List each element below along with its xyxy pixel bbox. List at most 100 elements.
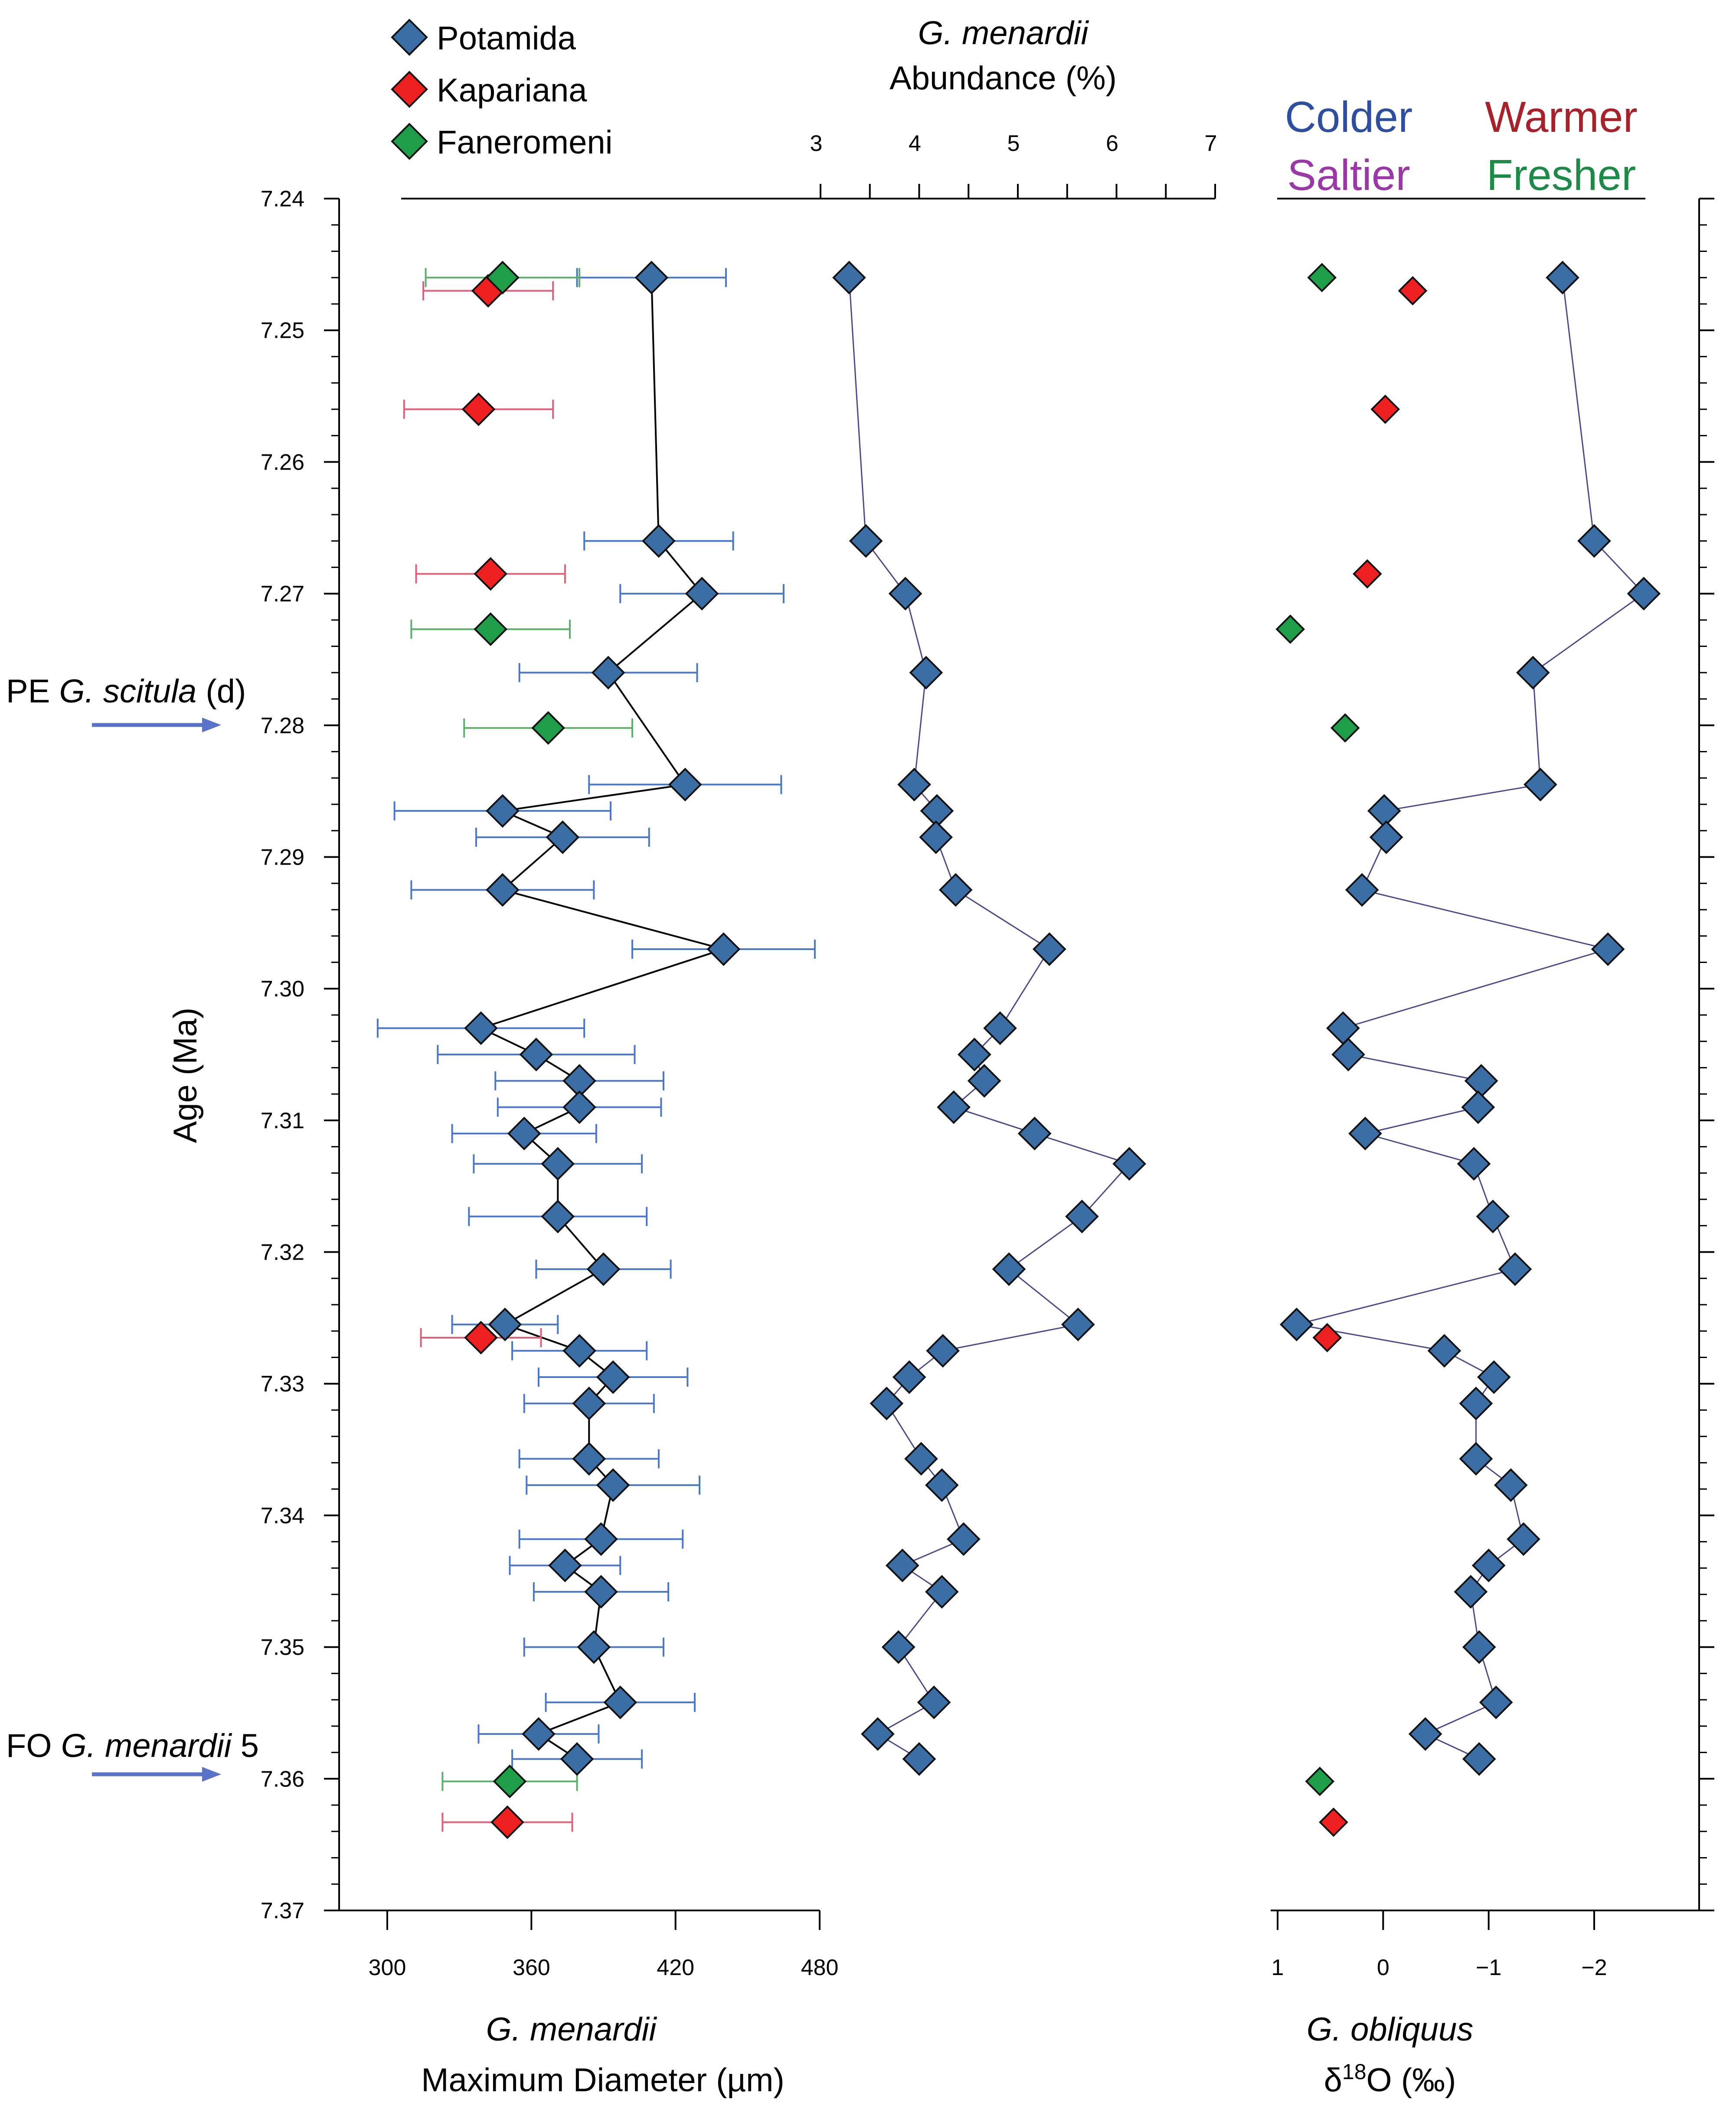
abundance-point [983,1011,1017,1045]
abundance-point [1112,1147,1146,1181]
d18o-title-measure: δ18O (‰) [1324,2060,1456,2099]
diameter-point-potamida [596,1360,630,1394]
abundance-point [881,1630,915,1664]
abundance-point [1061,1307,1095,1342]
abundance-point [861,1717,895,1751]
d18o-title-delta: δ [1324,2062,1342,2099]
diameter-point-potamida [572,1442,606,1476]
diameter-point-potamida [603,1685,638,1719]
d18o-point-faneromeni [1275,614,1305,644]
diameter-point-potamida [541,1147,575,1181]
abundance-axis: 3 4 5 6 7 [810,131,1217,199]
abundance-title-measure: Abundance (%) [889,60,1117,97]
diameter-point-potamida [548,1548,582,1583]
abundance-point [870,1386,904,1420]
d18o-point-faneromeni [1330,713,1360,743]
d18o-point-potamida [1326,1011,1360,1045]
diameter-point-potamida [668,767,702,802]
abundance-point [992,1252,1026,1286]
d18o-point-faneromeni [1307,263,1337,293]
legend-marker-faneromeni [391,123,428,160]
diameter-tick-label: 420 [657,1955,694,1980]
abundance-tick-label: 7 [1205,131,1217,156]
d18o-point-potamida [1461,1090,1495,1124]
abundance-point [958,1038,991,1071]
legend-marker-potamida [391,19,428,56]
y-tick-label: 7.24 [261,186,304,212]
abundance-point [925,1468,959,1502]
diameter-point-potamida [572,1386,606,1420]
d18o-title-species: G. obliquus [1307,2011,1473,2048]
abundance-point [947,1522,981,1556]
y-tick-label: 7.31 [261,1108,304,1133]
d18o-point-potamida [1427,1334,1461,1368]
annotation-fo-arrow [92,1767,221,1782]
abundance-point [926,1334,960,1368]
abundance-tick-label: 5 [1007,131,1020,156]
diameter-point-potamida [507,1117,541,1151]
diameter-point-potamida [486,873,520,907]
annotation-pe-arrow [92,718,221,732]
d18o-point-potamida [1476,1199,1510,1234]
diameter-point-potamida [464,1011,498,1045]
d18o-point-potamida [1577,524,1611,558]
diameter-point-potamida [541,1199,575,1234]
y-tick-label: 7.25 [261,318,304,343]
legend: Potamida Kapariana Faneromeni [391,19,613,161]
d18o-point-kapariana [1353,559,1382,589]
diameter-point-potamida [562,1334,596,1368]
y-tick-label: 7.36 [261,1766,304,1792]
diameter-point-potamida [486,794,520,828]
d18o-point-potamida [1477,1360,1511,1394]
abundance-point [919,820,953,854]
y-tick-label: 7.35 [261,1635,304,1660]
series-layer [376,261,1661,1839]
y-tick-label: 7.28 [261,713,304,738]
y-tick-label: 7.37 [261,1898,304,1923]
arrow-head [202,1767,221,1782]
abundance-point [909,656,943,690]
abundance-point [892,1360,926,1394]
diameter-point-potamida [519,1038,553,1071]
d18o-point-faneromeni [1305,1766,1335,1796]
abundance-point [1065,1199,1099,1234]
d18o-point-potamida [1367,794,1401,828]
diameter-point-potamida [584,1522,618,1556]
diameter-point-potamida [642,524,676,558]
legend-label-kapariana: Kapariana [437,72,587,109]
diameter-point-potamida [577,1630,611,1664]
d18o-point-potamida [1454,1575,1488,1609]
d18o-point-potamida [1279,1307,1314,1342]
plot-frame [338,198,1700,1911]
annotation-pe-suffix: (d) [196,673,246,710]
abundance-point [917,1685,951,1719]
d18o-point-potamida [1627,577,1661,611]
d18o-title-rest: O (‰) [1367,2062,1456,2099]
annotation-fo-species: G. menardii [61,1727,232,1764]
d18o-tick-label: 0 [1377,1955,1389,1980]
label-colder: Colder [1285,93,1413,141]
d18o-tick-label: −1 [1476,1955,1501,1980]
abundance-point [897,767,931,802]
diameter-point-potamida [560,1742,594,1776]
abundance-point [902,1742,936,1776]
diameter-point-kapariana [490,1805,524,1839]
annotation-pe-text: PE G. scitula (d) [6,673,246,710]
abundance-point [904,1442,938,1476]
diameter-point-potamida [488,1307,522,1342]
y-tick-label: 7.26 [261,450,304,475]
d18o-point-potamida [1457,1147,1491,1181]
d18o-point-potamida [1546,261,1579,295]
d18o-point-potamida [1516,656,1550,690]
d18o-tick-label: 1 [1272,1955,1284,1980]
abundance-tick-label: 3 [810,131,823,156]
diameter-point-kapariana [474,557,508,591]
d18o-point-potamida [1459,1386,1493,1420]
abundance-point [885,1548,919,1583]
diameter-point-kapariana [461,392,496,426]
abundance-point [1032,932,1066,966]
d18o-point-potamida [1494,1468,1528,1502]
legend-label-faneromeni: Faneromeni [437,124,613,161]
diameter-point-faneromeni [531,711,565,745]
d18o-point-potamida [1408,1717,1442,1751]
